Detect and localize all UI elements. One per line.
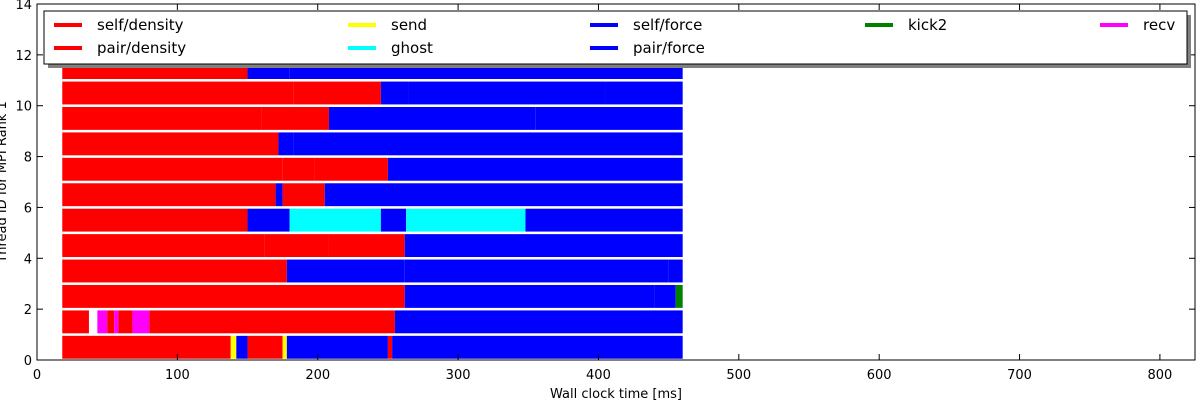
y-tick-label-8: 8 bbox=[24, 151, 32, 166]
legend: self/density pair/density send ghost self/fo… bbox=[43, 10, 1191, 68]
bar-thread-2-seg-1 bbox=[404, 284, 655, 308]
bar-thread-10-seg-3 bbox=[408, 81, 606, 105]
bars-group bbox=[62, 56, 683, 359]
bar-thread-3-seg-0 bbox=[62, 259, 287, 283]
bar-thread-0-seg-3 bbox=[247, 335, 283, 359]
bar-thread-4-seg-1 bbox=[264, 234, 329, 258]
y-tick-label-14: 14 bbox=[15, 0, 32, 13]
bar-thread-8-seg-1 bbox=[278, 132, 294, 156]
x-tick-label-500: 500 bbox=[726, 368, 751, 383]
bar-thread-1-seg-7 bbox=[394, 310, 683, 334]
bar-thread-0-seg-0 bbox=[62, 335, 231, 359]
bar-thread-7-seg-1 bbox=[282, 157, 315, 181]
bar-thread-1-seg-2 bbox=[107, 310, 115, 334]
bar-thread-4-seg-2 bbox=[328, 234, 405, 258]
bar-thread-3-seg-3 bbox=[668, 259, 683, 283]
bar-thread-4-seg-3 bbox=[404, 234, 683, 258]
x-tick-label-200: 200 bbox=[305, 368, 330, 383]
legend-label-5: pair/force bbox=[633, 39, 705, 57]
bar-thread-3-seg-2 bbox=[404, 259, 669, 283]
legend-label-7: recv bbox=[1143, 16, 1175, 34]
bar-thread-1-seg-0 bbox=[62, 310, 89, 334]
plot-frame bbox=[36, 3, 1196, 361]
bar-thread-0-seg-6 bbox=[387, 335, 393, 359]
bar-thread-0-seg-2 bbox=[236, 335, 248, 359]
y-tick-label-6: 6 bbox=[24, 201, 32, 216]
x-tick-label-700: 700 bbox=[1007, 368, 1032, 383]
bar-thread-7-seg-2 bbox=[314, 157, 388, 181]
legend-label-3: ghost bbox=[391, 39, 433, 57]
bar-thread-8-seg-2 bbox=[293, 132, 683, 156]
x-tick-label-400: 400 bbox=[586, 368, 611, 383]
bar-thread-0-seg-7 bbox=[392, 335, 683, 359]
bar-thread-2-seg-0 bbox=[62, 284, 405, 308]
y-tick-label-4: 4 bbox=[24, 252, 32, 267]
bar-thread-9-seg-0 bbox=[62, 106, 262, 130]
bar-thread-2-seg-3 bbox=[675, 284, 683, 308]
bar-thread-2-seg-2 bbox=[654, 284, 676, 308]
legend-label-4: self/force bbox=[633, 16, 702, 34]
bar-thread-9-seg-3 bbox=[535, 106, 683, 130]
bar-thread-10-seg-1 bbox=[293, 81, 381, 105]
bar-thread-9-seg-1 bbox=[261, 106, 329, 130]
y-tick-label-2: 2 bbox=[24, 303, 32, 318]
bar-thread-6-seg-2 bbox=[282, 183, 325, 207]
bar-thread-8-seg-0 bbox=[62, 132, 279, 156]
bar-thread-0-seg-5 bbox=[286, 335, 388, 359]
bar-thread-10-seg-2 bbox=[380, 81, 409, 105]
bar-thread-6-seg-1 bbox=[275, 183, 283, 207]
x-tick-label-0: 0 bbox=[33, 368, 41, 383]
bar-thread-1-seg-1 bbox=[97, 310, 108, 334]
bar-thread-5-seg-3 bbox=[380, 208, 407, 232]
legend-label-0: self/density bbox=[97, 16, 184, 34]
bar-thread-6-seg-3 bbox=[324, 183, 683, 207]
bar-thread-6-seg-0 bbox=[62, 183, 276, 207]
y-tick-label-0: 0 bbox=[24, 354, 32, 369]
bar-thread-3-seg-1 bbox=[286, 259, 405, 283]
bar-thread-7-seg-0 bbox=[62, 157, 283, 181]
bar-thread-7-seg-3 bbox=[387, 157, 683, 181]
legend-label-1: pair/density bbox=[97, 39, 186, 57]
y-tick-label-10: 10 bbox=[15, 100, 32, 115]
bar-thread-5-seg-0 bbox=[62, 208, 248, 232]
bar-thread-1-seg-5 bbox=[132, 310, 150, 334]
legend-box bbox=[43, 10, 1188, 65]
bar-thread-5-seg-1 bbox=[247, 208, 290, 232]
x-tick-label-100: 100 bbox=[165, 368, 190, 383]
x-tick-label-300: 300 bbox=[446, 368, 471, 383]
bar-thread-1-seg-6 bbox=[149, 310, 395, 334]
bar-thread-0-seg-1 bbox=[230, 335, 237, 359]
axes-group: 0 100 200 300 400 500 600 700 800 0 2 4 6 8 10 12 14 bbox=[15, 0, 1196, 383]
x-tick-label-800: 800 bbox=[1147, 368, 1172, 383]
legend-label-2: send bbox=[391, 16, 427, 34]
bar-thread-9-seg-2 bbox=[328, 106, 536, 130]
x-axis-label: Wall clock time [ms] bbox=[550, 387, 682, 400]
bar-thread-10-seg-0 bbox=[62, 81, 294, 105]
bar-thread-1-seg-4 bbox=[118, 310, 133, 334]
bar-thread-5-seg-4 bbox=[406, 208, 526, 232]
bar-thread-4-seg-0 bbox=[62, 234, 265, 258]
y-tick-label-12: 12 bbox=[15, 49, 32, 64]
x-tick-label-600: 600 bbox=[867, 368, 892, 383]
bar-thread-5-seg-5 bbox=[525, 208, 683, 232]
y-axis-label: Thread ID for MPI Rank 1 bbox=[0, 101, 10, 263]
legend-label-6: kick2 bbox=[908, 16, 947, 34]
bar-thread-1-seg-3 bbox=[114, 310, 119, 334]
bar-thread-0-seg-4 bbox=[282, 335, 287, 359]
bar-thread-5-seg-2 bbox=[289, 208, 381, 232]
bar-thread-10-seg-4 bbox=[605, 81, 683, 105]
